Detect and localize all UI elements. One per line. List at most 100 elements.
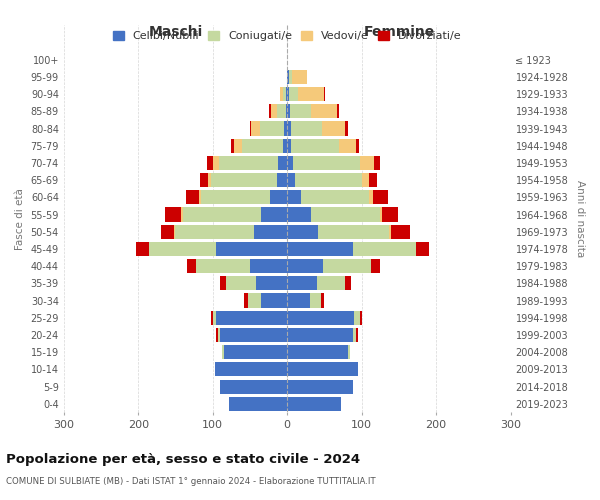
Bar [353,242,416,256]
Bar [251,122,260,136]
Bar [136,242,149,256]
Bar [323,87,325,101]
Bar [277,173,287,187]
Text: Femmine: Femmine [363,25,434,39]
Bar [207,156,213,170]
Bar [382,208,398,222]
Bar [226,276,256,290]
Bar [287,380,353,394]
Bar [286,87,287,101]
Bar [354,310,360,325]
Bar [298,87,323,101]
Bar [374,156,380,170]
Bar [287,70,289,84]
Bar [224,345,287,359]
Bar [344,122,347,136]
Bar [256,276,287,290]
Bar [217,310,287,325]
Bar [269,104,271,118]
Bar [389,224,391,239]
Bar [291,122,322,136]
Text: COMUNE DI SULBIATE (MB) - Dati ISTAT 1° gennaio 2024 - Elaborazione TUTTITALIA.I: COMUNE DI SULBIATE (MB) - Dati ISTAT 1° … [6,478,376,486]
Bar [165,208,181,222]
Bar [161,224,174,239]
Bar [348,345,350,359]
Bar [242,138,283,153]
Bar [291,138,340,153]
Bar [356,328,358,342]
Bar [213,156,218,170]
Bar [287,396,341,411]
Bar [174,224,175,239]
Text: Maschi: Maschi [148,25,203,39]
Bar [287,224,319,239]
Bar [321,294,325,308]
Bar [287,190,301,204]
Bar [280,87,283,101]
Bar [220,276,226,290]
Bar [283,87,286,101]
Bar [271,104,277,118]
Bar [311,208,380,222]
Bar [287,208,311,222]
Bar [337,104,338,118]
Bar [211,310,213,325]
Bar [373,190,388,204]
Bar [287,328,353,342]
Y-axis label: Anni di nascita: Anni di nascita [575,180,585,258]
Bar [310,294,321,308]
Bar [322,122,344,136]
Bar [287,294,310,308]
Bar [286,104,287,118]
Bar [360,310,362,325]
Bar [217,328,218,342]
Bar [232,138,235,153]
Bar [345,276,351,290]
Bar [311,104,337,118]
Bar [287,276,317,290]
Bar [149,242,217,256]
Bar [223,345,224,359]
Bar [369,190,373,204]
Bar [360,156,374,170]
Bar [235,138,242,153]
Bar [287,310,354,325]
Bar [391,224,410,239]
Bar [371,259,380,273]
Bar [319,224,389,239]
Bar [289,70,292,84]
Bar [287,104,290,118]
Text: Popolazione per età, sesso e stato civile - 2024: Popolazione per età, sesso e stato civil… [6,452,360,466]
Bar [217,242,287,256]
Bar [187,259,196,273]
Bar [218,156,278,170]
Bar [201,190,270,204]
Bar [284,122,287,136]
Bar [175,224,254,239]
Bar [277,104,286,118]
Bar [278,156,287,170]
Bar [380,208,382,222]
Bar [287,173,295,187]
Bar [186,190,199,204]
Bar [270,190,287,204]
Bar [287,138,291,153]
Bar [229,396,287,411]
Bar [369,173,377,187]
Bar [293,156,360,170]
Bar [292,70,307,84]
Bar [183,208,261,222]
Bar [208,173,211,187]
Bar [213,310,217,325]
Bar [244,294,248,308]
Legend: Celibi/Nubili, Coniugati/e, Vedovi/e, Divorziati/e: Celibi/Nubili, Coniugati/e, Vedovi/e, Di… [113,31,461,42]
Bar [200,173,208,187]
Bar [261,294,287,308]
Bar [260,122,284,136]
Bar [287,362,358,376]
Bar [250,122,251,136]
Bar [295,173,362,187]
Bar [353,328,356,342]
Bar [287,122,291,136]
Bar [250,259,287,273]
